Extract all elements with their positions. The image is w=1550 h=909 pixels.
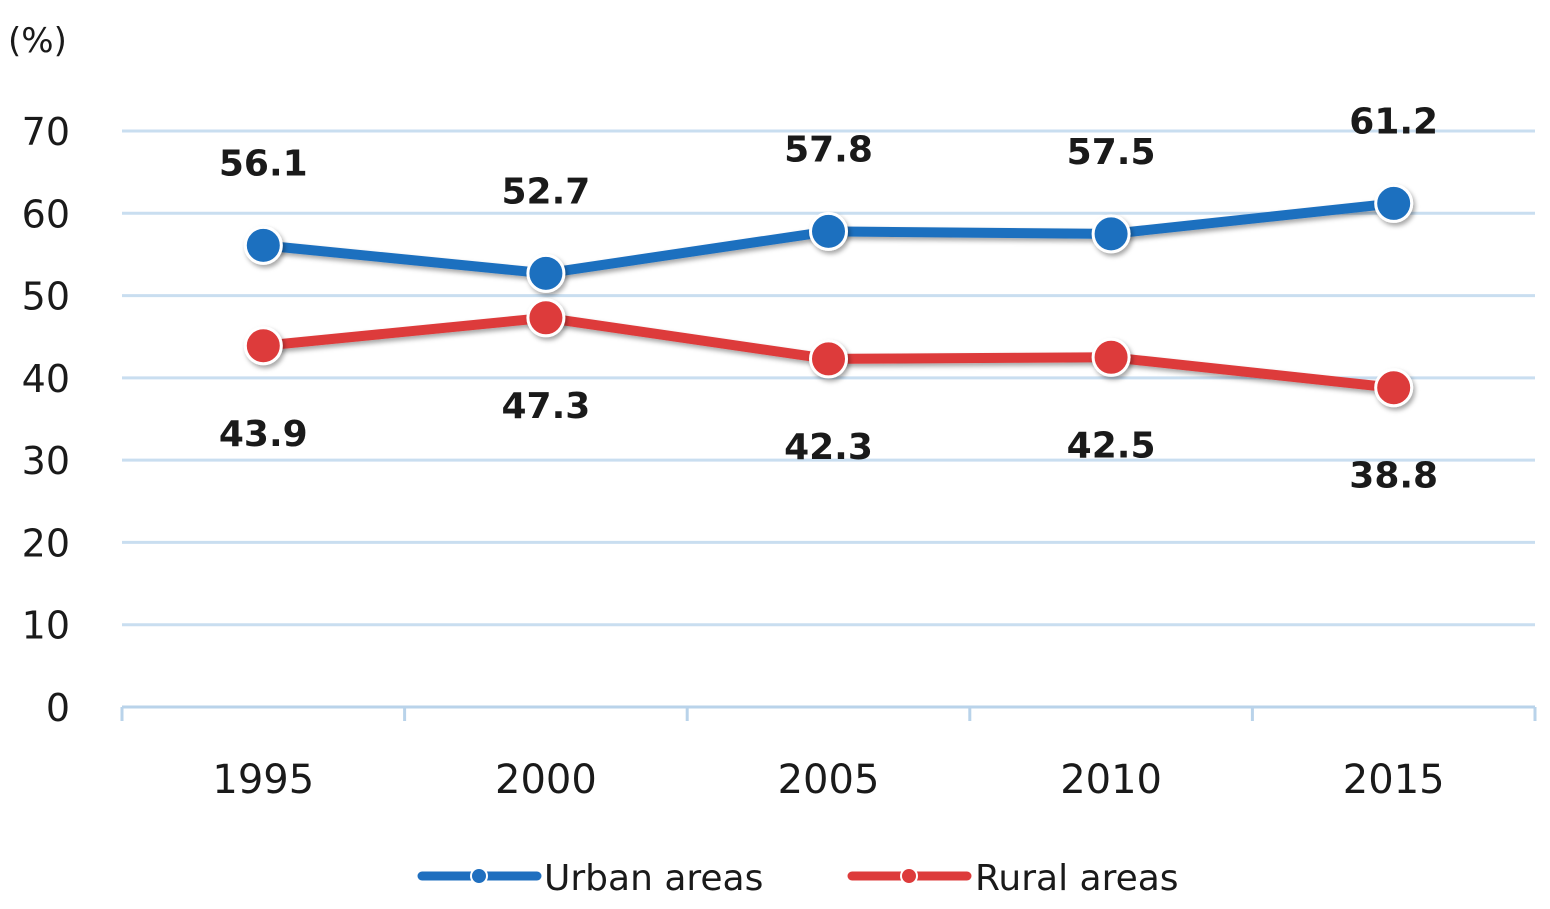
legend-marker-urban [470, 867, 488, 885]
data-label-rural: 38.8 [1349, 456, 1438, 497]
legend-label-urban: Urban areas [544, 858, 763, 899]
y-tick-label: 0 [46, 686, 70, 730]
data-label-urban: 57.8 [784, 129, 873, 170]
y-unit-label: (%) [8, 21, 67, 61]
legend-label-rural: Rural areas [975, 858, 1179, 899]
data-point-urban [526, 253, 566, 293]
data-label-urban: 56.1 [219, 143, 308, 184]
data-labels: 56.1 52.7 57.8 57.5 61.2 43.9 47.3 42.3 42.5 38.8 [219, 101, 1438, 496]
x-tick-label: 2005 [778, 757, 880, 803]
y-tick-label: 70 [22, 110, 70, 154]
data-point-rural [526, 298, 566, 338]
data-label-urban: 61.2 [1349, 101, 1438, 142]
y-tick-label: 30 [22, 439, 70, 483]
y-tick-label: 40 [22, 357, 70, 401]
y-tick-label: 20 [22, 521, 70, 565]
data-point-urban [243, 225, 283, 265]
y-tick-label: 50 [22, 275, 70, 319]
data-label-urban: 57.5 [1067, 132, 1156, 173]
legend-item-rural: Rural areas [847, 858, 1179, 899]
data-point-urban [809, 211, 848, 251]
y-tick-label: 10 [22, 604, 70, 648]
data-point-urban [1374, 183, 1414, 223]
x-tick-label: 2000 [495, 757, 597, 803]
legend-item-urban: Urban areas [417, 858, 763, 899]
data-label-rural: 42.3 [784, 427, 873, 468]
legend: Urban areas Rural areas [417, 858, 1179, 899]
x-axis: 1995 2000 2005 2010 2015 [120, 705, 1537, 803]
legend-marker-rural [900, 867, 918, 885]
y-axis-ticks: 0 10 20 30 40 50 60 70 [22, 110, 70, 730]
data-point-rural [809, 339, 848, 379]
series [243, 183, 1414, 408]
data-label-rural: 42.5 [1067, 425, 1156, 466]
data-point-rural [1091, 337, 1131, 377]
x-tick-label: 2010 [1060, 757, 1162, 803]
data-label-urban: 52.7 [501, 171, 590, 212]
x-tick-label: 2015 [1343, 757, 1445, 803]
data-point-rural [1374, 368, 1414, 408]
y-tick-label: 60 [22, 192, 70, 236]
data-point-rural [243, 326, 283, 366]
data-label-rural: 47.3 [501, 386, 590, 427]
x-tick-label: 1995 [212, 757, 314, 803]
data-point-urban [1091, 214, 1131, 254]
data-label-rural: 43.9 [219, 414, 308, 455]
